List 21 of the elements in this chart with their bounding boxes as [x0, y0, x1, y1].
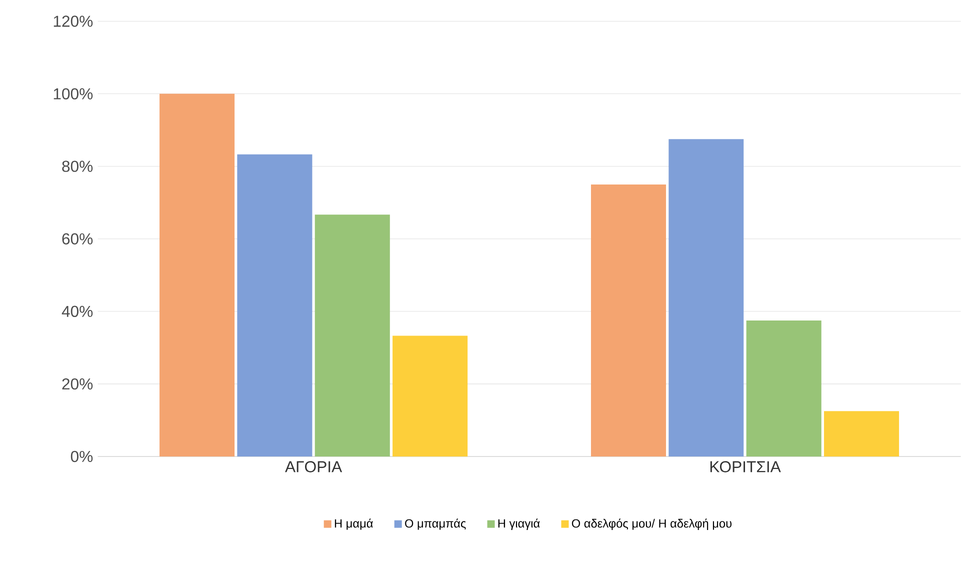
- bar: [314, 214, 390, 457]
- bar: [746, 320, 822, 457]
- bar: [237, 154, 312, 457]
- y-tick-label: 80%: [62, 160, 93, 172]
- y-tick-label: 60%: [62, 233, 93, 245]
- y-tick-label: 100%: [54, 88, 93, 100]
- legend-label: Ο αδελφός μου/ Η αδελφή μου: [572, 518, 732, 530]
- x-tick-label: ΑΓΟΡΙΑ: [285, 461, 342, 473]
- bar: [824, 411, 900, 457]
- y-tick-label: 40%: [62, 306, 93, 318]
- legend-label: Η μαμά: [334, 518, 373, 530]
- y-tick-label: 120%: [54, 16, 93, 28]
- legend-label: Η γιαγιά: [498, 518, 540, 530]
- y-tick-label: 20%: [62, 378, 93, 390]
- bar: [590, 184, 666, 457]
- bar: [392, 336, 468, 457]
- bar: [160, 94, 235, 457]
- legend-label: Ο μπαμπάς: [405, 518, 466, 530]
- y-tick-label: 0%: [70, 451, 93, 462]
- bar: [668, 139, 744, 457]
- x-tick-label: ΚΟΡΙΤΣΙΑ: [710, 461, 781, 473]
